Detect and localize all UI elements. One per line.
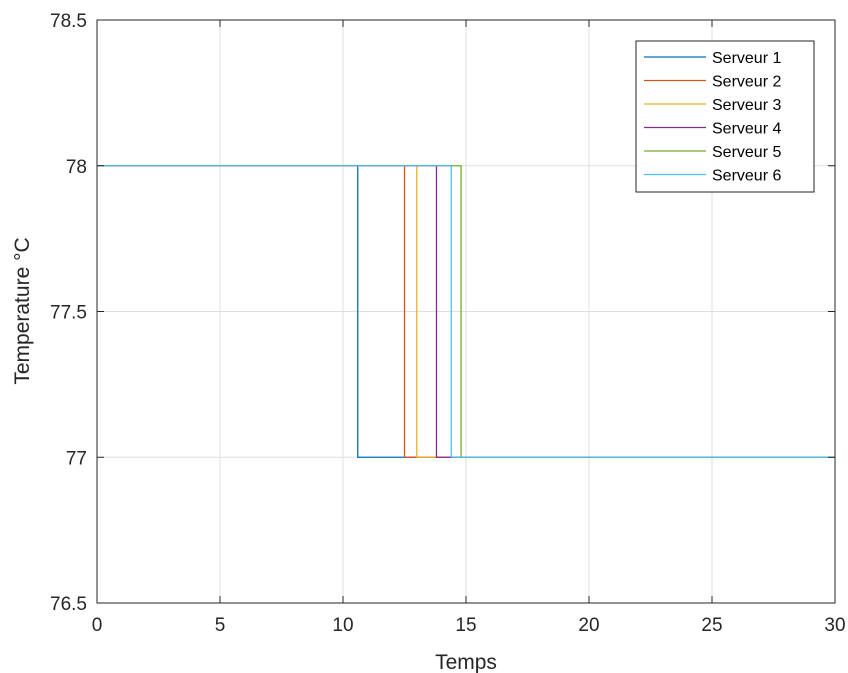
x-tick-label: 0 [92,615,103,636]
x-tick-label: 5 [215,615,226,636]
series-line-6 [97,165,835,458]
x-tick-label: 25 [701,615,722,636]
x-tick-label: 15 [455,615,476,636]
legend-label-6: Serveur 6 [712,168,781,185]
x-axis-label: Temps [435,651,497,673]
y-tick-label: 77.5 [50,303,87,324]
y-tick-label: 78.5 [50,11,87,32]
axes [96,19,836,604]
y-tick-label: 77 [66,448,87,469]
legend-label-3: Serveur 3 [712,97,781,114]
x-tick-label: 10 [332,615,353,636]
y-tick-label: 78 [66,157,87,178]
legend-label-4: Serveur 4 [712,121,781,138]
x-tick-label: 20 [578,615,599,636]
legend: Serveur 1 Serveur 2 Serveur 3 Serveur 4 Serv… [635,40,815,193]
y-tick-label: 76.5 [50,594,87,615]
legend-label-5: Serveur 5 [712,144,781,161]
legend-label-2: Serveur 2 [712,74,781,91]
x-tick-label: 30 [824,615,845,636]
legend-box [635,40,815,193]
series-lines [97,165,835,458]
legend-label-1: Serveur 1 [712,50,781,67]
tick-labels: 0 5 10 15 20 25 30 76.5 77 77.5 78 78.5 [50,11,846,636]
y-axis-label: Temperature °C [11,237,34,384]
